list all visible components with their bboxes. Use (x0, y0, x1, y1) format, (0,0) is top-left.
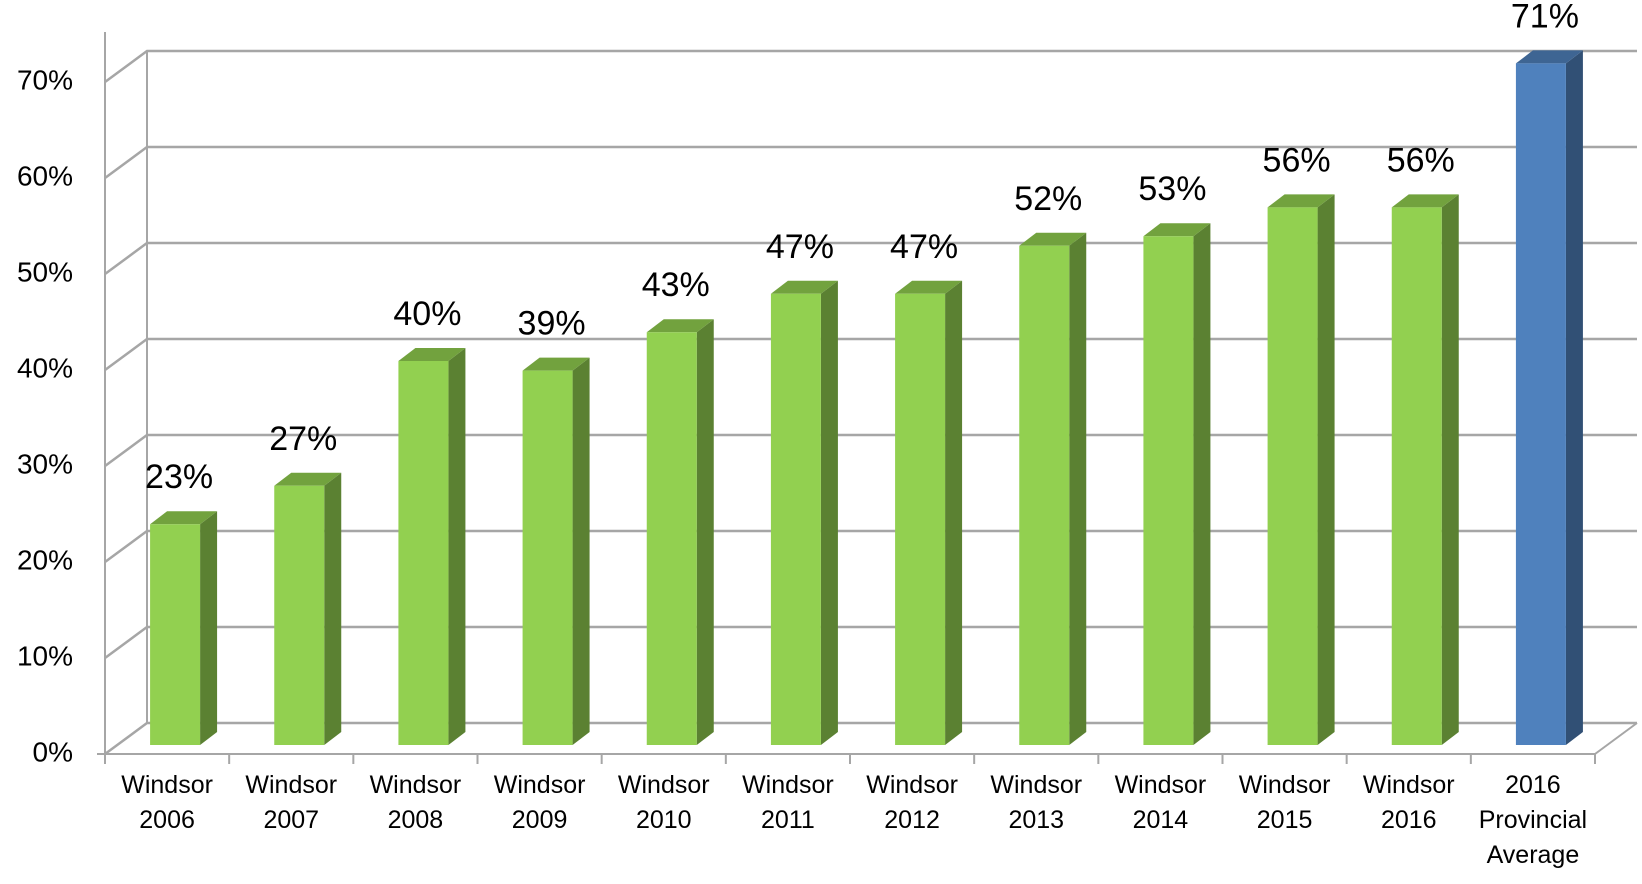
bar-top (150, 511, 218, 525)
grid-line (104, 49, 1637, 84)
bar-top (1515, 50, 1583, 64)
bar-top (1019, 232, 1087, 246)
value-label: 71% (1511, 0, 1579, 35)
x-tick-label: Windsor 2006 (121, 771, 213, 834)
bar-top (895, 280, 963, 294)
y-tick-label: 60% (17, 160, 73, 191)
y-tick-label: 20% (17, 544, 73, 575)
bar-top (1391, 194, 1459, 208)
bar (274, 472, 342, 745)
bar (770, 280, 838, 745)
bar (646, 319, 714, 745)
value-label: 43% (642, 266, 710, 304)
bar-front (1391, 207, 1442, 745)
bar-side (200, 511, 218, 745)
value-label: 56% (1263, 141, 1331, 179)
bar-side (696, 319, 714, 745)
bar-top (1267, 194, 1335, 208)
bar-top (274, 472, 342, 486)
bar (522, 357, 590, 745)
bar-top (646, 319, 714, 333)
bar-front (895, 293, 946, 745)
bar-front (770, 293, 821, 745)
value-label: 40% (393, 295, 461, 333)
x-tick-label: Windsor 2007 (245, 771, 338, 834)
value-label: 23% (145, 458, 213, 496)
y-tick-label: 40% (17, 352, 73, 383)
bar-side (945, 280, 963, 745)
bar-top (1143, 223, 1211, 237)
x-tick-label: 2016 Provincial Average (1478, 771, 1588, 869)
bar-side (1193, 223, 1211, 745)
bar-front (1267, 207, 1318, 745)
bar-side (1069, 232, 1087, 746)
value-label: 47% (766, 228, 834, 266)
bar-front (1143, 236, 1194, 745)
x-tick-label: Windsor 2011 (742, 771, 834, 834)
x-tick-label: Windsor 2009 (493, 771, 586, 834)
value-label: 39% (518, 305, 586, 343)
x-tick-label: Windsor 2014 (1114, 771, 1207, 834)
bar-front (522, 370, 573, 745)
bar-side (1317, 194, 1335, 745)
bar-front (398, 361, 449, 745)
x-tick-label: Windsor 2008 (369, 771, 462, 834)
bar-side (448, 348, 466, 745)
bar-side (572, 357, 590, 745)
bar-side (1565, 50, 1583, 745)
bar (1019, 232, 1087, 746)
value-label: 56% (1387, 141, 1455, 179)
y-tick-label: 0% (33, 736, 73, 767)
bar-side (820, 280, 838, 745)
value-label: 52% (1014, 180, 1082, 218)
bar-top (522, 357, 590, 371)
bar-front (646, 332, 697, 745)
bar-side (1441, 194, 1459, 745)
bar-top (770, 280, 838, 294)
bar (1267, 194, 1335, 745)
bar (398, 348, 466, 745)
value-label: 47% (890, 228, 958, 266)
bar-front (150, 524, 201, 745)
y-tick-label: 30% (17, 448, 73, 479)
bar (1515, 50, 1583, 745)
bar-side (324, 472, 342, 745)
y-tick-label: 50% (17, 256, 73, 287)
x-tick-label: Windsor 2012 (866, 771, 958, 834)
floor-edge (1594, 722, 1638, 755)
value-label: 53% (1138, 170, 1206, 208)
bar-top (398, 348, 466, 361)
x-tick-label: Windsor 2015 (1238, 771, 1331, 834)
bar-front (1515, 63, 1566, 745)
bar (1391, 194, 1459, 745)
bar-front (1019, 245, 1070, 746)
bar (1143, 223, 1211, 745)
x-tick-label: Windsor 2016 (1362, 771, 1455, 834)
x-tick-label: Windsor 2010 (617, 771, 710, 834)
x-tick-label: Windsor 2013 (990, 771, 1083, 834)
bar-front (274, 485, 325, 745)
bar (895, 280, 963, 745)
bar (150, 511, 218, 745)
value-label: 27% (269, 420, 337, 458)
y-tick-label: 10% (17, 640, 73, 671)
y-tick-label: 70% (17, 64, 73, 95)
